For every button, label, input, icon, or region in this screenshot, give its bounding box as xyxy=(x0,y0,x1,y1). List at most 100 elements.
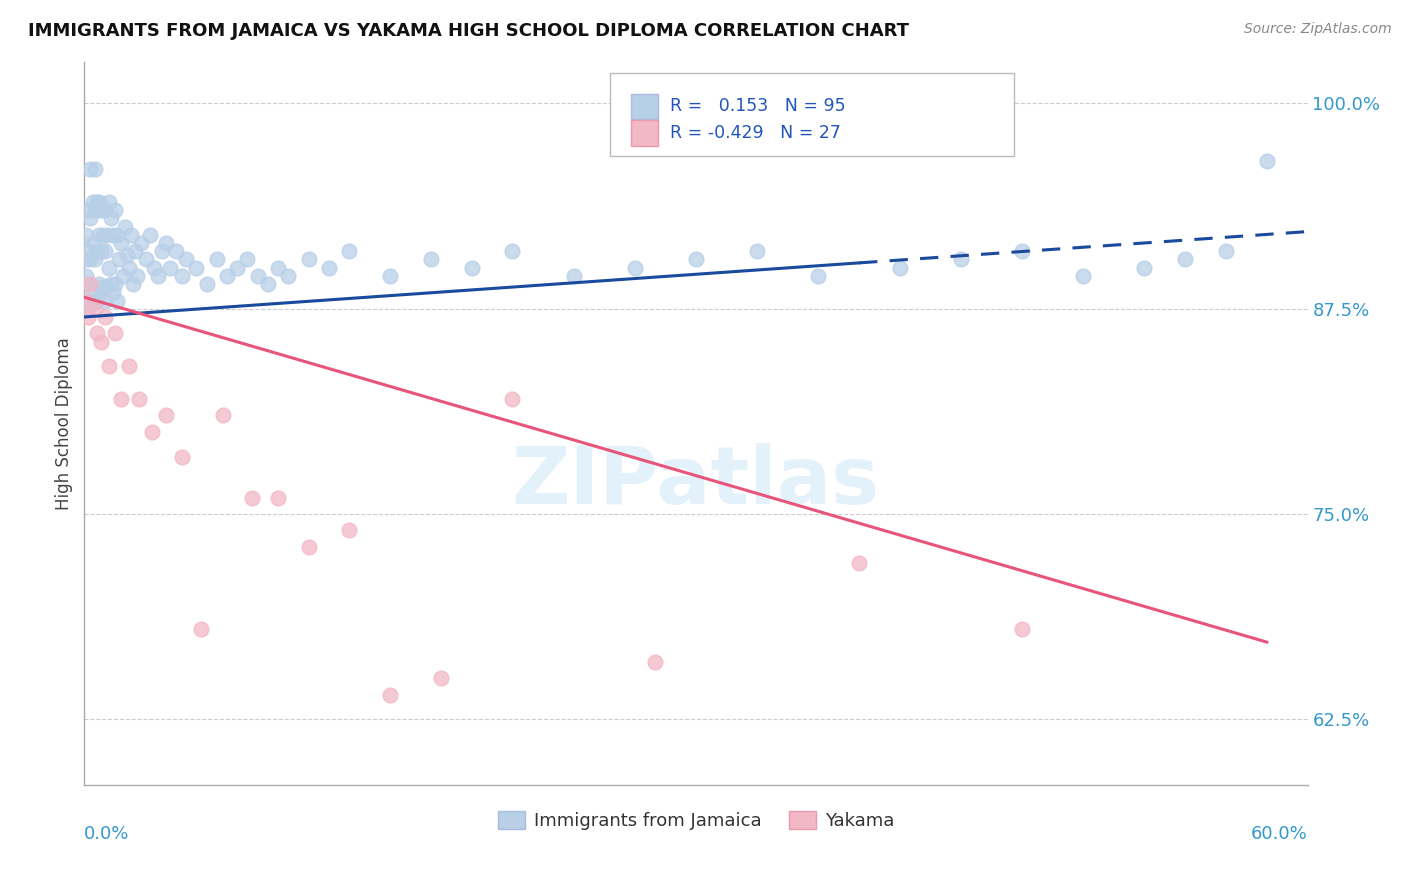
Point xyxy=(339,244,361,259)
Point xyxy=(226,260,249,275)
Point xyxy=(93,203,115,218)
Point xyxy=(112,268,135,283)
Point xyxy=(142,260,165,275)
Point xyxy=(1011,244,1033,259)
Point xyxy=(83,203,105,218)
Point xyxy=(83,162,105,177)
Point xyxy=(420,252,443,267)
Text: 60.0%: 60.0% xyxy=(1251,825,1308,843)
Point xyxy=(93,244,115,259)
Point xyxy=(124,244,146,259)
Point xyxy=(110,235,132,250)
Point xyxy=(165,244,187,259)
Point xyxy=(380,268,402,283)
FancyBboxPatch shape xyxy=(631,94,658,119)
Point xyxy=(77,244,100,259)
Y-axis label: High School Diploma: High School Diploma xyxy=(55,337,73,510)
Point xyxy=(1011,622,1033,636)
Point xyxy=(75,268,97,283)
Text: Source: ZipAtlas.com: Source: ZipAtlas.com xyxy=(1244,22,1392,37)
Point xyxy=(79,252,101,267)
Point xyxy=(118,260,141,275)
Point xyxy=(100,211,122,226)
Point xyxy=(217,268,239,283)
Text: ZIPatlas: ZIPatlas xyxy=(512,442,880,521)
Point xyxy=(1133,260,1156,275)
Text: R = -0.429   N = 27: R = -0.429 N = 27 xyxy=(671,124,841,142)
Point xyxy=(950,252,973,267)
Point xyxy=(127,268,149,283)
Point xyxy=(562,268,585,283)
Point xyxy=(159,260,181,275)
Point xyxy=(120,227,142,242)
Point xyxy=(79,277,101,292)
Point xyxy=(105,293,128,308)
FancyBboxPatch shape xyxy=(631,120,658,145)
Point xyxy=(685,252,707,267)
FancyBboxPatch shape xyxy=(610,73,1014,156)
Point xyxy=(128,392,150,406)
Point xyxy=(101,227,124,242)
Point xyxy=(1256,153,1278,168)
Point xyxy=(82,285,104,300)
Point xyxy=(87,277,110,292)
Point xyxy=(90,285,112,300)
Text: 0.0%: 0.0% xyxy=(84,825,129,843)
Point xyxy=(186,260,208,275)
Text: IMMIGRANTS FROM JAMAICA VS YAKAMA HIGH SCHOOL DIPLOMA CORRELATION CHART: IMMIGRANTS FROM JAMAICA VS YAKAMA HIGH S… xyxy=(28,22,910,40)
Point xyxy=(91,280,114,294)
Point xyxy=(212,409,235,423)
Point xyxy=(141,425,163,439)
Point xyxy=(83,252,105,267)
Point xyxy=(122,277,145,292)
Point xyxy=(97,260,120,275)
Point xyxy=(195,277,218,292)
Point xyxy=(430,671,453,685)
Point xyxy=(267,491,290,505)
Point xyxy=(79,211,101,226)
Point xyxy=(104,277,127,292)
Point xyxy=(87,227,110,242)
Point xyxy=(91,227,114,242)
Point xyxy=(77,310,100,324)
Point xyxy=(172,268,194,283)
Point xyxy=(79,162,101,177)
Point xyxy=(93,293,115,308)
Point xyxy=(90,334,112,349)
Point xyxy=(83,293,105,308)
Point xyxy=(90,244,112,259)
Text: R =   0.153   N = 95: R = 0.153 N = 95 xyxy=(671,97,846,115)
Point xyxy=(82,194,104,209)
Point xyxy=(246,268,269,283)
Point xyxy=(75,293,97,308)
Legend: Immigrants from Jamaica, Yakama: Immigrants from Jamaica, Yakama xyxy=(491,804,901,838)
Point xyxy=(108,252,131,267)
Point xyxy=(83,301,105,316)
Point xyxy=(461,260,484,275)
Point xyxy=(105,227,128,242)
Point xyxy=(502,244,524,259)
Point xyxy=(96,280,118,294)
Point xyxy=(97,194,120,209)
Point xyxy=(236,252,259,267)
Point xyxy=(82,235,104,250)
Point xyxy=(135,252,157,267)
Point xyxy=(86,194,108,209)
Point xyxy=(1073,268,1095,283)
Point xyxy=(380,688,402,702)
Point xyxy=(118,359,141,374)
Point xyxy=(96,227,118,242)
Point xyxy=(807,268,830,283)
Point xyxy=(87,194,110,209)
Point xyxy=(174,252,197,267)
Point xyxy=(624,260,647,275)
Point xyxy=(747,244,769,259)
Point xyxy=(205,252,228,267)
Point xyxy=(298,540,321,554)
Point xyxy=(101,285,124,300)
Point xyxy=(79,293,101,308)
Point xyxy=(114,219,136,234)
Point xyxy=(75,227,97,242)
Point xyxy=(77,277,100,292)
Point xyxy=(93,310,115,324)
